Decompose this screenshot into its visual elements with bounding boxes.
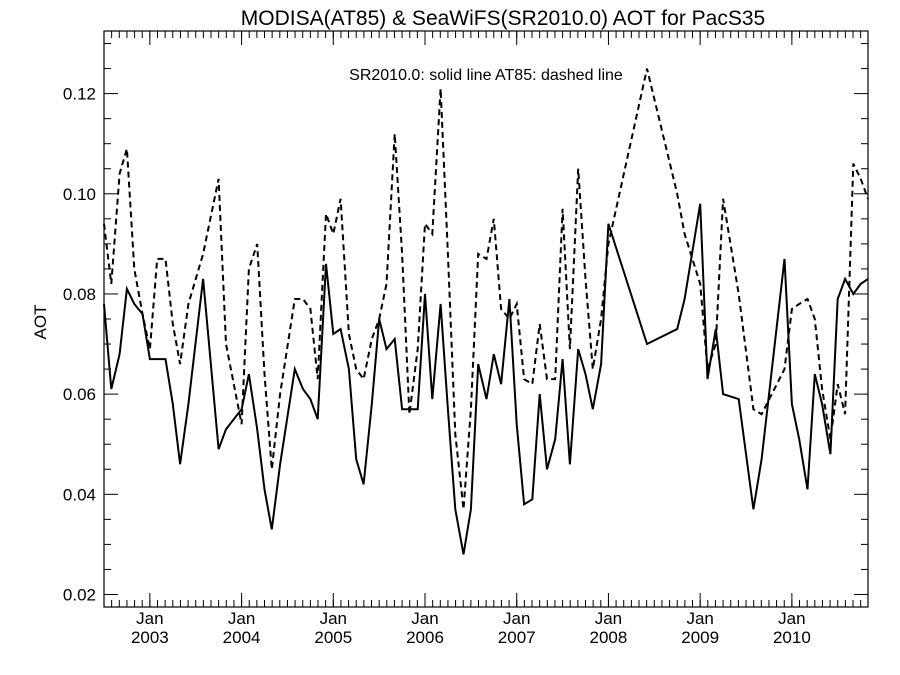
x-tick-label-month: Jan [228,609,255,628]
y-tick-label: 0.12 [63,85,96,104]
x-tick-label-year: 2004 [223,628,261,647]
y-tick-label: 0.10 [63,185,96,204]
axes: 0.020.040.060.080.100.12Jan2003Jan2004Ja… [63,31,868,647]
plot-area [103,68,869,555]
x-tick-label-year: 2009 [681,628,719,647]
x-tick-label-year: 2008 [590,628,628,647]
x-tick-label-month: Jan [503,609,530,628]
chart-title: MODISA(AT85) & SeaWiFS(SR2010.0) AOT for… [241,7,765,30]
x-tick-label-month: Jan [136,609,163,628]
y-tick-label: 0.08 [63,285,96,304]
y-tick-label: 0.06 [63,385,96,404]
x-tick-label-month: Jan [595,609,622,628]
x-tick-label-month: Jan [686,609,713,628]
y-axis-label: AOT [31,305,50,340]
y-tick-label: 0.02 [63,585,96,604]
series-line-sr2010-0 [103,203,869,555]
x-tick-label-month: Jan [411,609,438,628]
x-tick-label-year: 2007 [498,628,536,647]
plot-frame [103,30,869,608]
y-tick-label: 0.04 [63,485,96,504]
x-tick-label-year: 2005 [314,628,352,647]
series-line-at85 [103,68,869,510]
x-tick-label-year: 2006 [406,628,444,647]
x-tick-label-year: 2010 [773,628,811,647]
x-tick-label-month: Jan [320,609,347,628]
legend-annotation: SR2010.0: solid line AT85: dashed line [349,67,623,84]
x-tick-label-year: 2003 [131,628,169,647]
x-tick-label-month: Jan [778,609,805,628]
